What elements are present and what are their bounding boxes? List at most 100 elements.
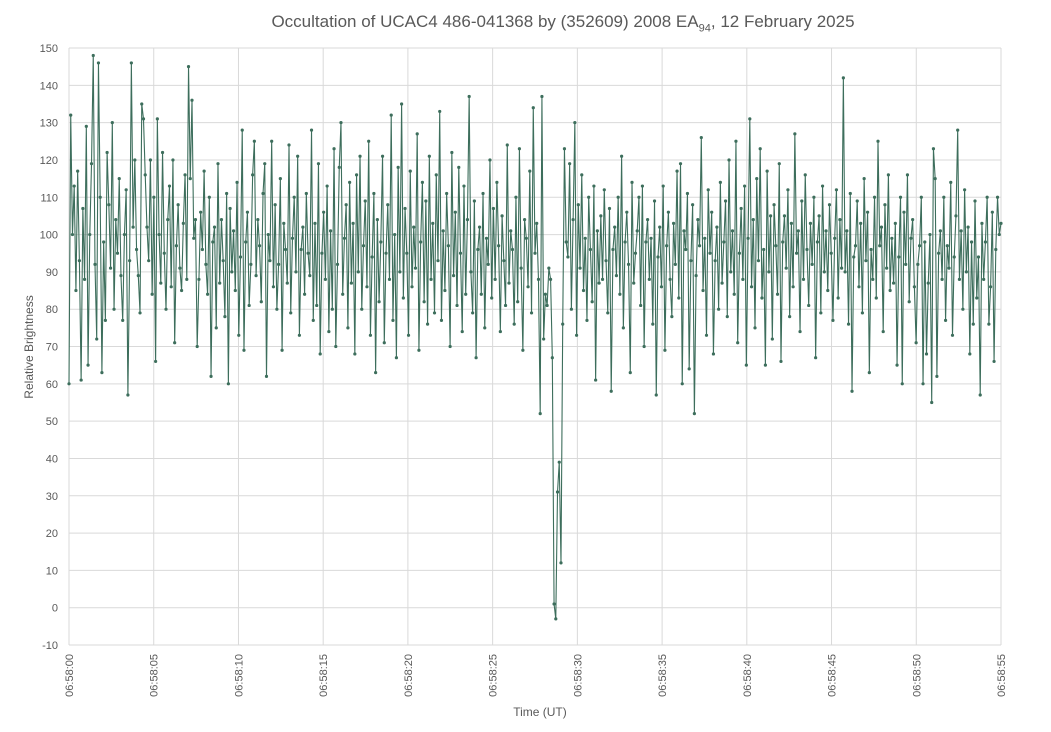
data-point: [812, 195, 816, 199]
data-point: [523, 218, 527, 222]
y-tick-label: 140: [40, 80, 58, 92]
data-point: [954, 214, 958, 218]
data-point: [588, 247, 593, 252]
data-point: [294, 270, 298, 274]
data-point: [445, 191, 449, 196]
data-point: [512, 322, 516, 326]
data-point: [277, 262, 281, 267]
data-point: [148, 158, 153, 162]
data-point: [743, 184, 747, 188]
data-point: [983, 240, 988, 244]
data-point: [455, 303, 459, 308]
data-point: [400, 102, 404, 106]
data-point: [697, 244, 702, 248]
data-point: [808, 221, 813, 225]
data-point: [710, 210, 714, 214]
data-point: [425, 322, 430, 326]
data-point: [883, 203, 887, 207]
data-point: [633, 251, 638, 255]
data-point: [169, 285, 173, 289]
data-point: [992, 359, 996, 364]
data-point: [491, 206, 496, 211]
data-point: [671, 221, 676, 225]
data-point: [701, 288, 705, 293]
data-point: [961, 307, 965, 311]
data-point: [150, 292, 154, 296]
data-point: [703, 236, 707, 240]
data-point: [600, 277, 605, 281]
data-point: [266, 232, 270, 237]
data-point: [919, 195, 923, 199]
data-point: [964, 270, 968, 274]
data-point: [895, 363, 899, 367]
data-point: [308, 274, 312, 278]
data-point: [630, 180, 634, 184]
data-point: [775, 292, 780, 296]
data-point: [692, 412, 696, 416]
data-point: [372, 191, 376, 196]
data-point: [840, 266, 844, 270]
data-point: [464, 292, 468, 296]
data-point: [966, 225, 970, 229]
data-point: [145, 225, 149, 229]
x-tick-label: 06:58:55: [996, 654, 1008, 697]
data-point: [185, 277, 189, 281]
data-point: [545, 303, 549, 308]
data-point: [535, 221, 539, 225]
data-point: [403, 206, 407, 211]
data-point: [850, 389, 854, 393]
data-point: [509, 229, 513, 233]
data-point: [88, 232, 92, 237]
data-point: [74, 288, 78, 293]
data-point: [431, 221, 435, 225]
data-point: [677, 296, 681, 300]
data-point: [663, 348, 667, 352]
data-point: [581, 288, 586, 293]
data-point: [952, 255, 956, 259]
data-point: [174, 244, 179, 248]
data-point: [115, 251, 120, 255]
data-point: [632, 281, 636, 285]
data-point: [157, 232, 161, 237]
data-point: [727, 158, 731, 162]
data-point: [542, 337, 546, 341]
data-point: [192, 236, 196, 240]
data-point: [471, 311, 475, 315]
data-point: [557, 460, 561, 464]
data-point: [401, 296, 405, 300]
data-point: [457, 165, 461, 169]
data-point: [980, 221, 984, 225]
data-point: [536, 277, 541, 281]
data-point: [436, 259, 440, 263]
data-point: [607, 206, 612, 211]
data-point: [230, 270, 234, 274]
data-point: [933, 176, 937, 181]
data-point: [493, 277, 497, 281]
data-point: [774, 244, 778, 248]
data-point: [597, 281, 601, 285]
data-point: [238, 255, 243, 259]
data-point: [578, 266, 582, 270]
data-point: [917, 244, 922, 248]
data-point: [412, 225, 416, 229]
x-tick-label: 06:58:35: [657, 654, 669, 697]
data-point: [252, 139, 256, 143]
data-point: [973, 199, 977, 203]
data-point: [800, 199, 804, 203]
data-point: [164, 307, 168, 311]
data-point: [309, 128, 314, 132]
data-point: [753, 326, 757, 330]
data-point: [706, 188, 710, 192]
data-point: [864, 259, 868, 263]
data-point: [117, 176, 121, 181]
data-point: [441, 229, 445, 233]
data-point: [989, 285, 993, 289]
data-point: [548, 277, 553, 281]
data-point: [188, 176, 192, 181]
data-point: [360, 307, 364, 311]
data-point: [807, 303, 811, 308]
data-point: [226, 382, 230, 386]
data-point: [76, 169, 80, 173]
data-point: [777, 162, 781, 166]
data-point: [831, 318, 835, 322]
